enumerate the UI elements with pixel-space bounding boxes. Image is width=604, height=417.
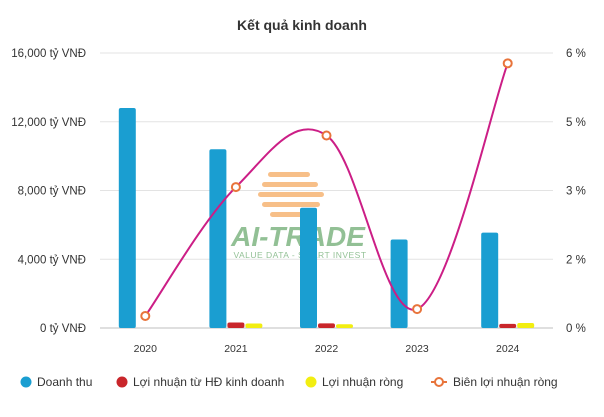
bar-l-i-nhu-n-r-ng-2022 bbox=[336, 324, 353, 328]
legend-swatch-icon bbox=[305, 376, 317, 388]
x-axis: 2020 2021 2022 2023 2024 bbox=[134, 343, 520, 355]
legend-item-label[interactable]: Doanh thu bbox=[37, 375, 92, 389]
y-right-tick-label: 2 % bbox=[566, 254, 586, 266]
bar-doanh-thu-2020 bbox=[118, 108, 136, 328]
x-tick-label: 2023 bbox=[405, 343, 429, 355]
y-left-tick-label: 4,000 tỷ VNĐ bbox=[18, 254, 86, 266]
bar-l-i-nhu-n-r-ng-2021 bbox=[245, 323, 263, 328]
legend-item-label[interactable]: Lợi nhuận từ HĐ kinh doanh bbox=[133, 375, 284, 389]
bar-doanh-thu-2023 bbox=[390, 239, 408, 328]
line-biên-lợi-nhuận-ròng bbox=[144, 62, 509, 317]
line-point-2023 bbox=[412, 304, 423, 315]
gridlines bbox=[100, 52, 553, 329]
bar-doanh-thu-2021 bbox=[209, 149, 227, 328]
y-axis-left: 0 tỷ VNĐ 4,000 tỷ VNĐ 8,000 tỷ VNĐ 12,000 t… bbox=[11, 48, 86, 335]
bar-l-i-nhu-n-t-h-kinh-doanh-2024 bbox=[499, 323, 517, 328]
watermark-logo: AI-TRADE VALUE DATA - SMART INVEST bbox=[230, 172, 366, 260]
y-left-tick-label: 0 tỷ VNĐ bbox=[40, 323, 86, 335]
legend-item-label[interactable]: Biên lợi nhuận ròng bbox=[453, 375, 558, 389]
y-axis-right: 0 % 2 % 3 % 5 % 6 % bbox=[566, 48, 586, 335]
bar-l-i-nhu-n-t-h-kinh-doanh-2021 bbox=[227, 322, 245, 328]
bar-doanh-thu-2022 bbox=[300, 207, 317, 328]
bar-series bbox=[118, 108, 535, 328]
y-left-tick-label: 12,000 tỷ VNĐ bbox=[11, 117, 86, 129]
bar-l-i-nhu-n-t-h-kinh-doanh-2022 bbox=[318, 323, 335, 328]
y-right-tick-label: 5 % bbox=[566, 117, 586, 129]
x-tick-label: 2024 bbox=[496, 343, 520, 355]
legend-swatch-icon bbox=[20, 376, 32, 388]
x-tick-label: 2022 bbox=[315, 343, 339, 355]
watermark-brand: AI-TRADE bbox=[230, 221, 366, 252]
legend-item-label[interactable]: Lợi nhuận ròng bbox=[322, 375, 403, 389]
chart-title: Kết quả kinh doanh bbox=[237, 17, 367, 33]
watermark-tagline: VALUE DATA - SMART INVEST bbox=[233, 250, 366, 260]
line-point-2021 bbox=[230, 182, 241, 193]
line-point-2024 bbox=[502, 58, 513, 69]
x-tick-label: 2021 bbox=[224, 343, 248, 355]
line-series bbox=[140, 58, 513, 321]
y-right-tick-label: 3 % bbox=[566, 186, 586, 198]
bar-doanh-thu-2024 bbox=[481, 232, 499, 328]
y-left-tick-label: 16,000 tỷ VNĐ bbox=[11, 48, 86, 60]
line-point-2020 bbox=[140, 310, 151, 321]
legend-marker-icon bbox=[434, 377, 444, 387]
legend: Doanh thu Lợi nhuận từ HĐ kinh doanh Lợi n… bbox=[20, 375, 558, 389]
y-left-tick-label: 8,000 tỷ VNĐ bbox=[18, 186, 86, 198]
bar-l-i-nhu-n-r-ng-2024 bbox=[517, 323, 535, 328]
y-right-tick-label: 6 % bbox=[566, 48, 586, 60]
legend-swatch-icon bbox=[116, 376, 128, 388]
x-tick-label: 2020 bbox=[134, 343, 158, 355]
y-right-tick-label: 0 % bbox=[566, 323, 586, 335]
line-point-2022 bbox=[321, 130, 332, 141]
